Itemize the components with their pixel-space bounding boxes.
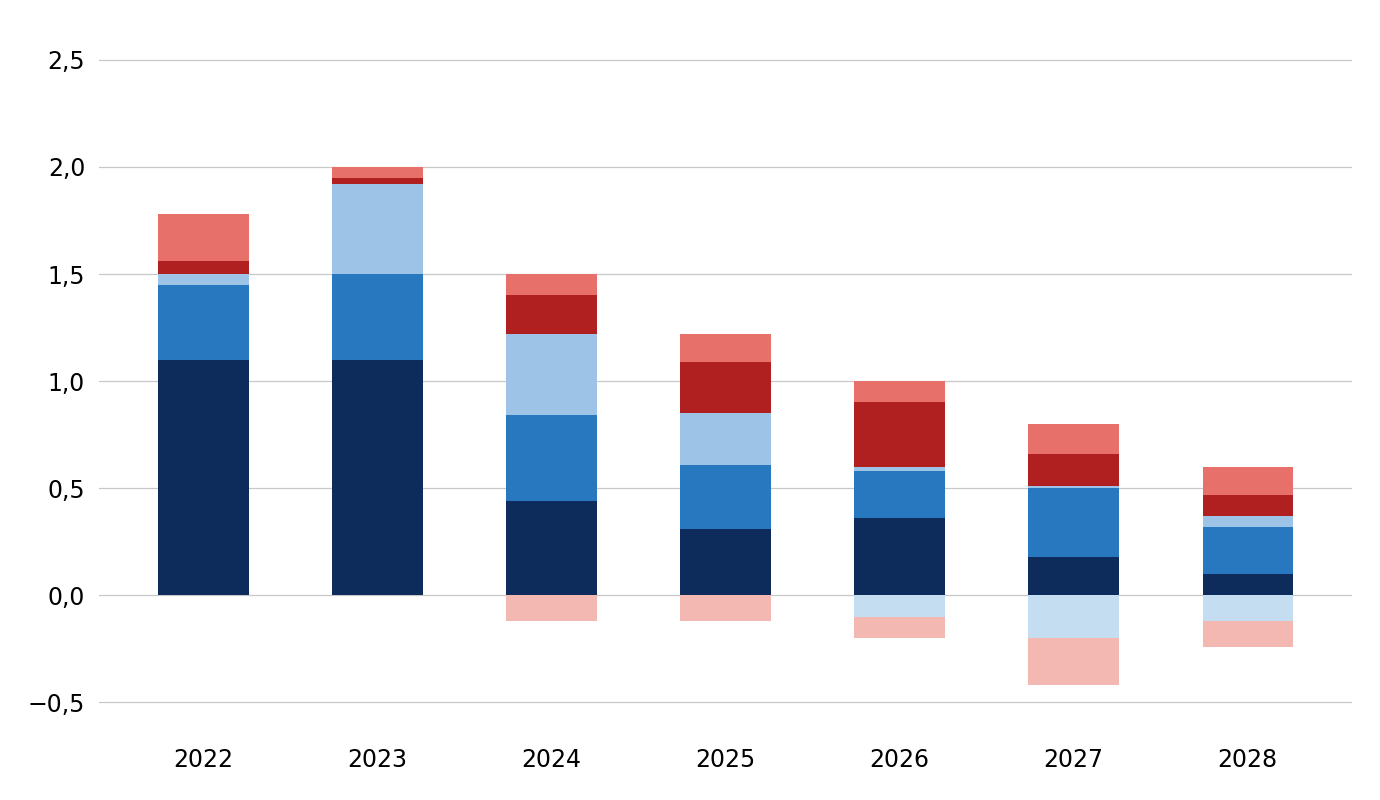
- Bar: [1028, 424, 1119, 454]
- Bar: [159, 261, 248, 274]
- Bar: [1202, 466, 1293, 494]
- Bar: [680, 465, 771, 529]
- Bar: [506, 334, 596, 415]
- Bar: [333, 178, 422, 184]
- Bar: [1028, 638, 1119, 685]
- Bar: [1202, 621, 1293, 646]
- Bar: [1028, 488, 1119, 557]
- Bar: [1202, 526, 1293, 574]
- Bar: [159, 214, 248, 261]
- Bar: [680, 529, 771, 595]
- Bar: [159, 285, 248, 360]
- Bar: [333, 274, 422, 360]
- Bar: [159, 274, 248, 285]
- Bar: [680, 595, 771, 621]
- Bar: [1202, 494, 1293, 516]
- Bar: [1202, 574, 1293, 595]
- Bar: [680, 413, 771, 465]
- Bar: [680, 362, 771, 413]
- Bar: [506, 501, 596, 595]
- Bar: [854, 471, 945, 518]
- Bar: [506, 274, 596, 295]
- Bar: [1202, 516, 1293, 526]
- Bar: [854, 466, 945, 471]
- Bar: [333, 167, 422, 178]
- Bar: [506, 295, 596, 334]
- Bar: [506, 595, 596, 621]
- Bar: [1028, 486, 1119, 488]
- Bar: [854, 617, 945, 638]
- Bar: [854, 381, 945, 402]
- Bar: [1028, 454, 1119, 486]
- Bar: [854, 518, 945, 595]
- Bar: [506, 415, 596, 501]
- Bar: [333, 360, 422, 595]
- Bar: [1202, 595, 1293, 621]
- Bar: [854, 595, 945, 617]
- Bar: [333, 184, 422, 274]
- Bar: [159, 360, 248, 595]
- Bar: [1028, 595, 1119, 638]
- Bar: [1028, 557, 1119, 595]
- Bar: [680, 334, 771, 362]
- Bar: [854, 402, 945, 466]
